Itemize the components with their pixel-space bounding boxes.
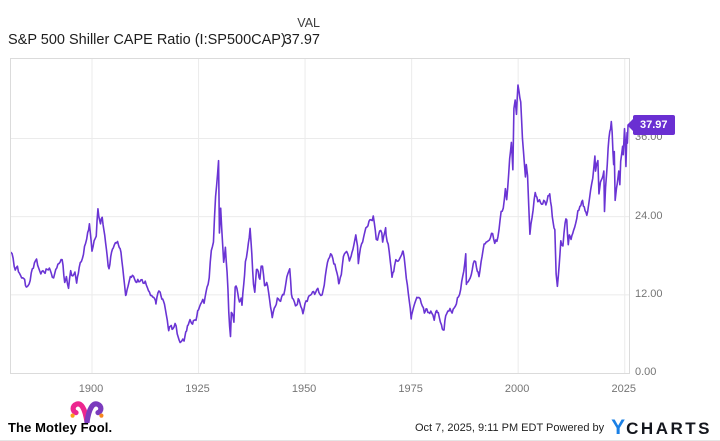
cape-ratio-line [11, 84, 629, 344]
ycharts-logo[interactable]: Y CHARTS [611, 416, 712, 440]
x-axis-tick-label: 1925 [185, 383, 210, 395]
value-column-header: VAL [297, 16, 320, 30]
y-axis-tick-label: 0.00 [635, 366, 657, 378]
x-axis-tick-label: 2000 [504, 383, 530, 395]
x-axis-tick-label: 1900 [78, 383, 104, 395]
chart-plot-area[interactable] [10, 58, 630, 374]
motley-fool-logo: The Motley Fool. [8, 399, 118, 435]
current-value: 37.97 [283, 32, 320, 48]
y-axis-tick-label: 12.00 [635, 287, 663, 300]
x-axis-tick-label: 1950 [291, 383, 317, 395]
y-axis-tick-label: 24.00 [635, 209, 663, 222]
x-axis-tick-label: 1975 [398, 383, 423, 395]
chart-line-svg [11, 59, 629, 373]
latest-value-badge: 37.97 [627, 114, 675, 135]
ycharts-y-mark: Y [611, 416, 627, 439]
motley-fool-wordmark: The Motley Fool. [8, 420, 113, 435]
value-column: VAL 37.97 [200, 15, 320, 49]
jester-hat-icon [70, 401, 104, 423]
chart-title: S&P 500 Shiller CAPE Ratio (I:SP500CAP) [8, 32, 286, 48]
x-axis-tick-label: 2025 [611, 383, 636, 395]
footer-attribution: Oct 7, 2025, 9:11 PM EDT Powered by Y CH… [415, 416, 712, 440]
ycharts-wordmark: CHARTS [626, 419, 712, 438]
timestamp: Oct 7, 2025, 9:11 PM EDT Powered by [415, 422, 605, 434]
